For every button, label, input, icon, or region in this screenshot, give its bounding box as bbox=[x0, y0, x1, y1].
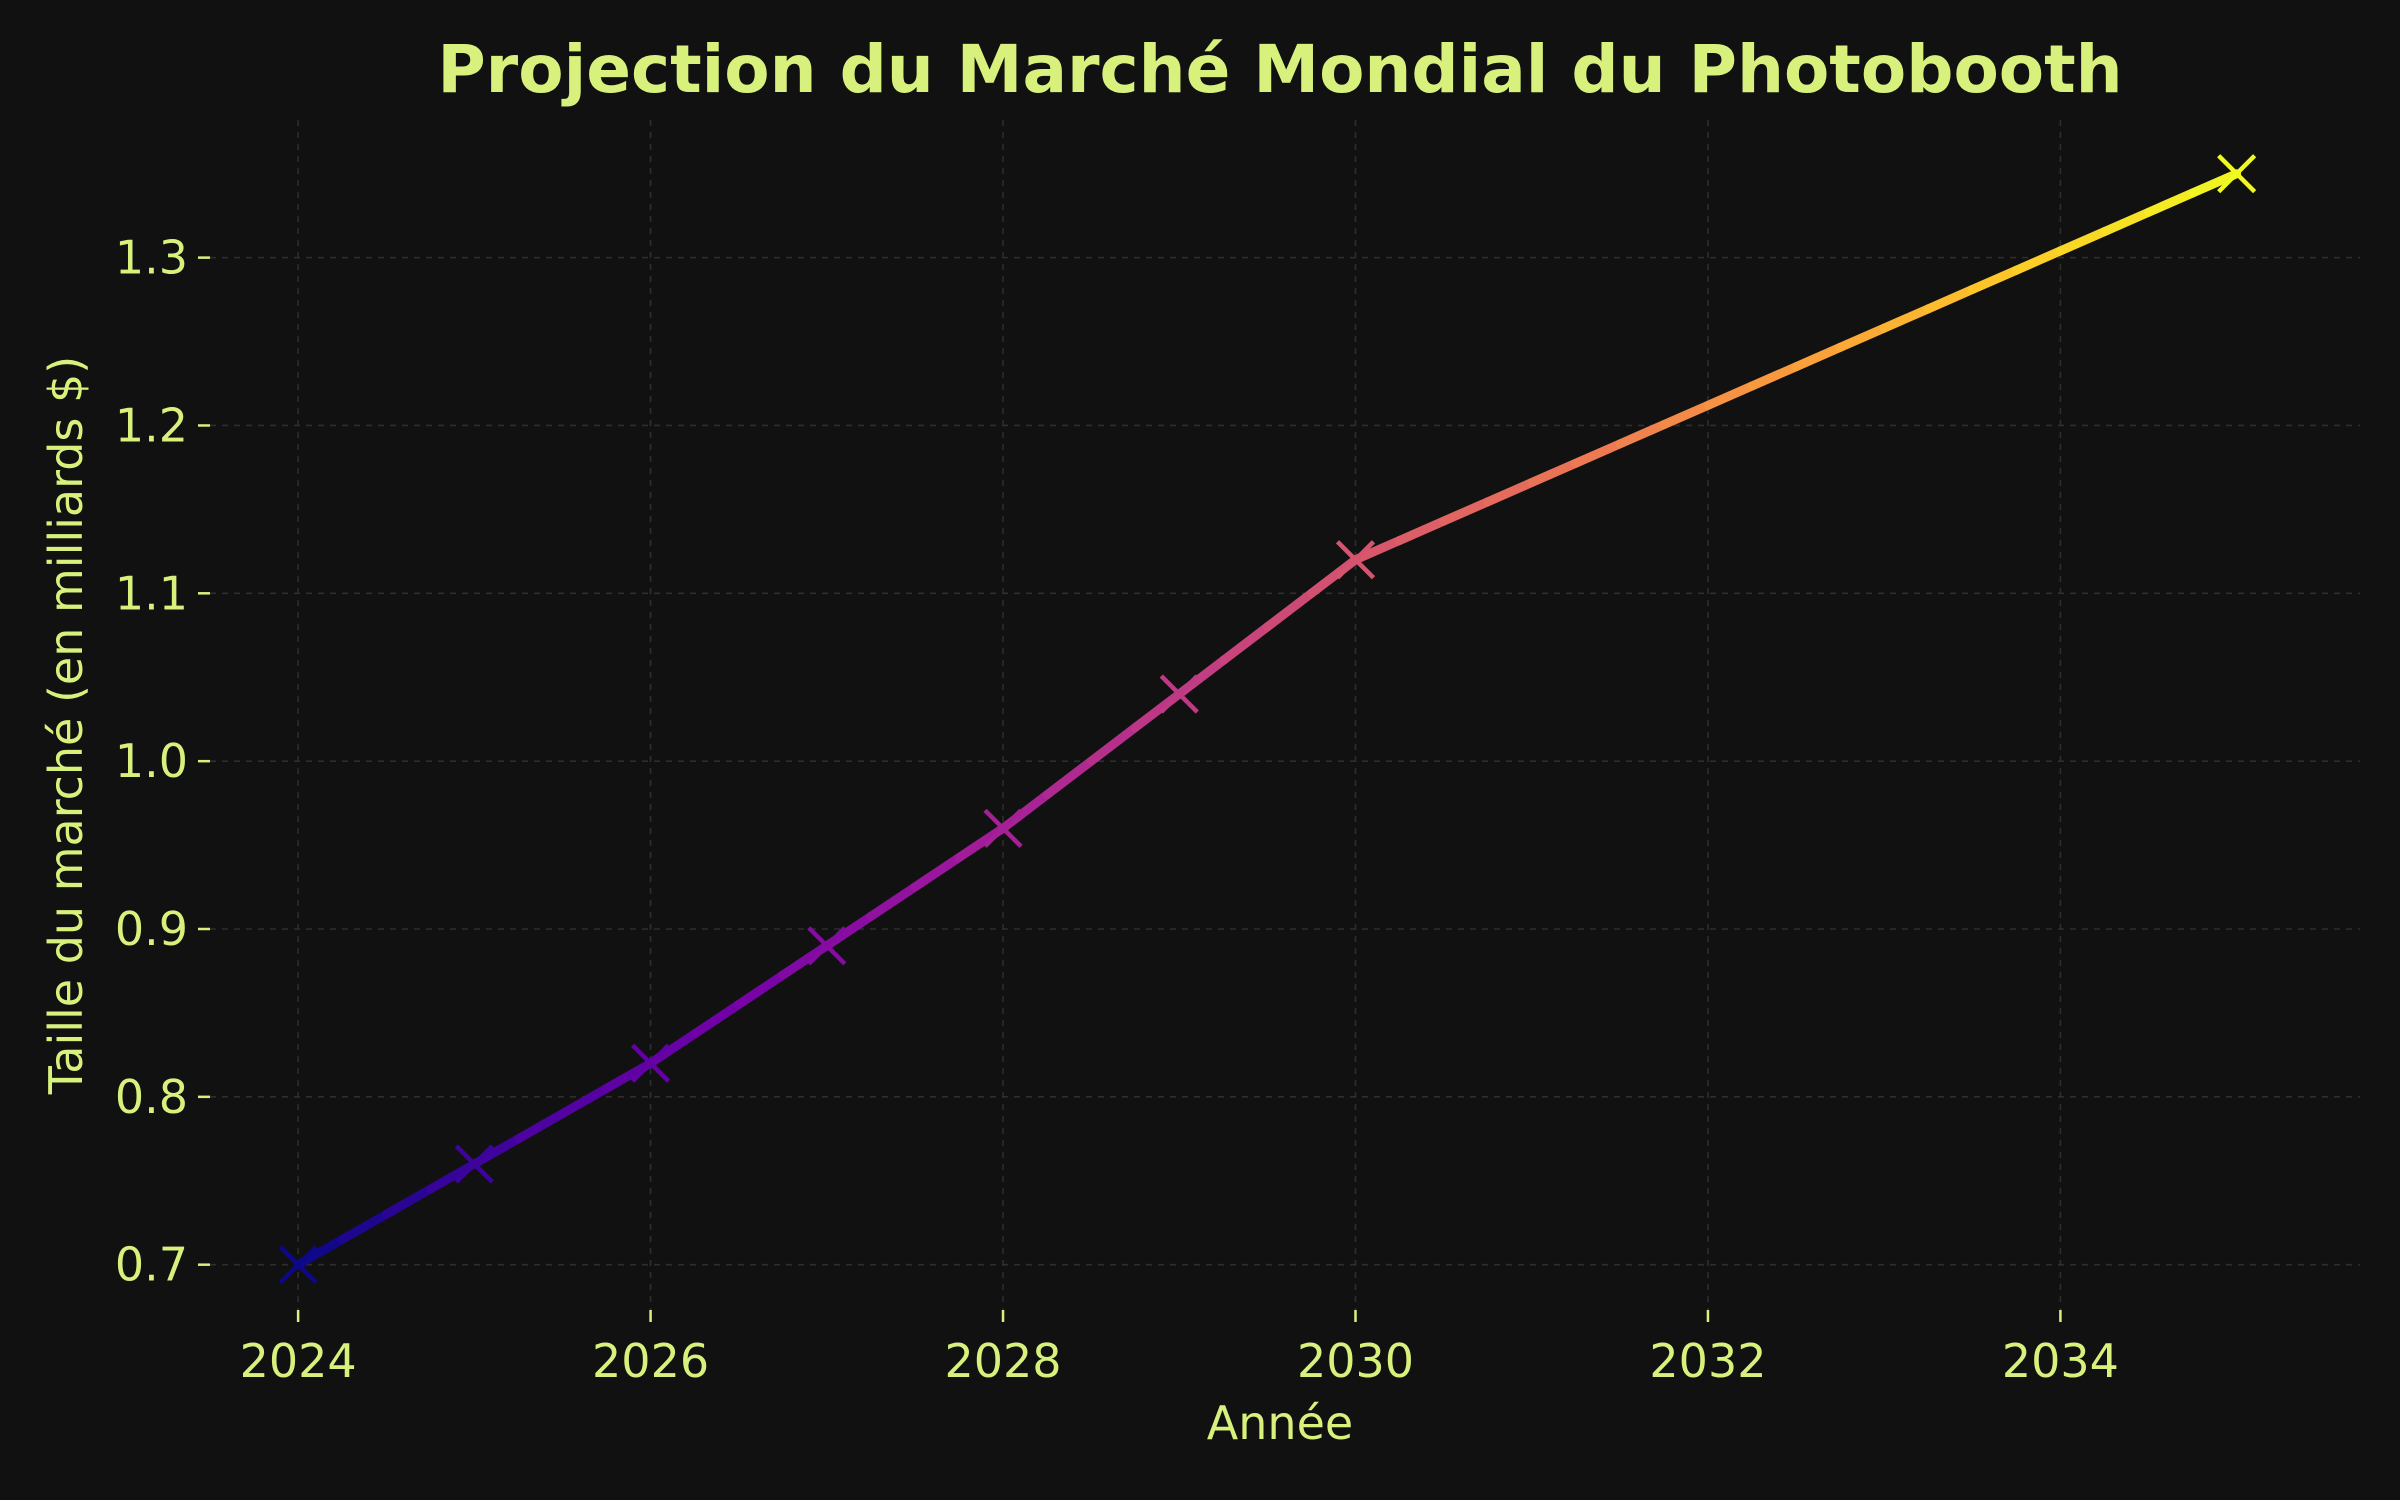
series-line-segment bbox=[1350, 535, 1405, 565]
marker-layer bbox=[278, 154, 2257, 1285]
series-line-segment bbox=[1571, 439, 1625, 468]
x-axis-label: Année bbox=[1207, 1396, 1353, 1450]
series-line-segment bbox=[381, 1184, 435, 1219]
data-point-marker bbox=[1335, 540, 1376, 580]
y-tick-label: 0.8 bbox=[115, 1070, 188, 1124]
marker-stroke bbox=[630, 1043, 671, 1083]
marker-stroke bbox=[1335, 540, 1376, 580]
series-line-segment bbox=[1262, 588, 1316, 632]
data-point-marker bbox=[454, 1144, 494, 1184]
grid-layer bbox=[210, 120, 2360, 1310]
series-line-segment bbox=[1042, 756, 1096, 800]
series-line-segment bbox=[1439, 497, 1493, 526]
data-point-marker bbox=[1159, 674, 1199, 714]
series-line-segment bbox=[910, 853, 964, 892]
x-tick-label: 2028 bbox=[944, 1334, 1061, 1388]
series-line-segment bbox=[1879, 304, 1933, 333]
y-tick-label: 0.7 bbox=[115, 1238, 188, 1292]
series-line-segment bbox=[1218, 622, 1272, 665]
x-tick-label: 2026 bbox=[592, 1334, 709, 1388]
y-tick-label: 1.2 bbox=[115, 398, 188, 452]
data-point-marker bbox=[2217, 154, 2257, 194]
y-tick-label: 0.9 bbox=[115, 902, 188, 956]
series-line-segment bbox=[2011, 246, 2065, 275]
series-line-segment bbox=[690, 1000, 744, 1039]
series-line-segment bbox=[2188, 169, 2242, 198]
series-line-segment bbox=[1483, 478, 1537, 507]
series-line-segment bbox=[2055, 227, 2109, 256]
series-line-segment bbox=[1395, 516, 1449, 545]
data-point-marker bbox=[278, 1245, 318, 1285]
y-tick-label: 1.1 bbox=[115, 566, 188, 620]
series-line-segment bbox=[337, 1209, 391, 1245]
series-line-segment bbox=[557, 1083, 612, 1119]
series-line-segment bbox=[1527, 458, 1581, 488]
marker-stroke bbox=[2217, 154, 2257, 194]
series-line-segment bbox=[1086, 723, 1140, 766]
x-tick-label: 2024 bbox=[240, 1334, 357, 1388]
y-axis-label: Taille du marché (en milliards $) bbox=[39, 356, 93, 1095]
series-line-segment bbox=[734, 970, 788, 1010]
series-line-segment bbox=[1747, 362, 1801, 391]
series-line-segment bbox=[1791, 342, 1845, 372]
x-tick-label: 2034 bbox=[2002, 1334, 2119, 1388]
marker-stroke bbox=[807, 926, 847, 966]
series-line-segment bbox=[1615, 420, 1669, 449]
tick-layer: 2024 2026 2028 2030 2032 2034 0.7 0.8 0.9 1.0 1.1 1… bbox=[115, 231, 2119, 1388]
marker-stroke bbox=[1159, 674, 1199, 714]
data-point-marker bbox=[807, 926, 847, 966]
series-line-segment bbox=[513, 1109, 567, 1144]
series-line-segment bbox=[2099, 207, 2154, 237]
marker-stroke bbox=[454, 1144, 494, 1184]
y-tick-label: 1.0 bbox=[115, 734, 188, 788]
series-line-segment bbox=[866, 882, 920, 921]
x-tick-label: 2032 bbox=[1649, 1334, 1766, 1388]
series-line-segment bbox=[1659, 400, 1713, 430]
marker-stroke bbox=[983, 808, 1023, 848]
x-tick-label: 2030 bbox=[1297, 1334, 1414, 1388]
y-tick-label: 1.3 bbox=[115, 231, 188, 285]
series-line-segment bbox=[1967, 265, 2021, 295]
data-point-marker bbox=[983, 808, 1023, 848]
chart-title: Projection du Marché Mondial du Photoboo… bbox=[437, 31, 2122, 108]
data-point-marker bbox=[630, 1043, 671, 1083]
series-line-segment bbox=[2144, 188, 2198, 217]
series-line-segment bbox=[1835, 323, 1889, 352]
series-line-segment bbox=[1923, 285, 1977, 314]
marker-stroke bbox=[278, 1245, 318, 1285]
series-line-segment bbox=[1703, 381, 1757, 410]
